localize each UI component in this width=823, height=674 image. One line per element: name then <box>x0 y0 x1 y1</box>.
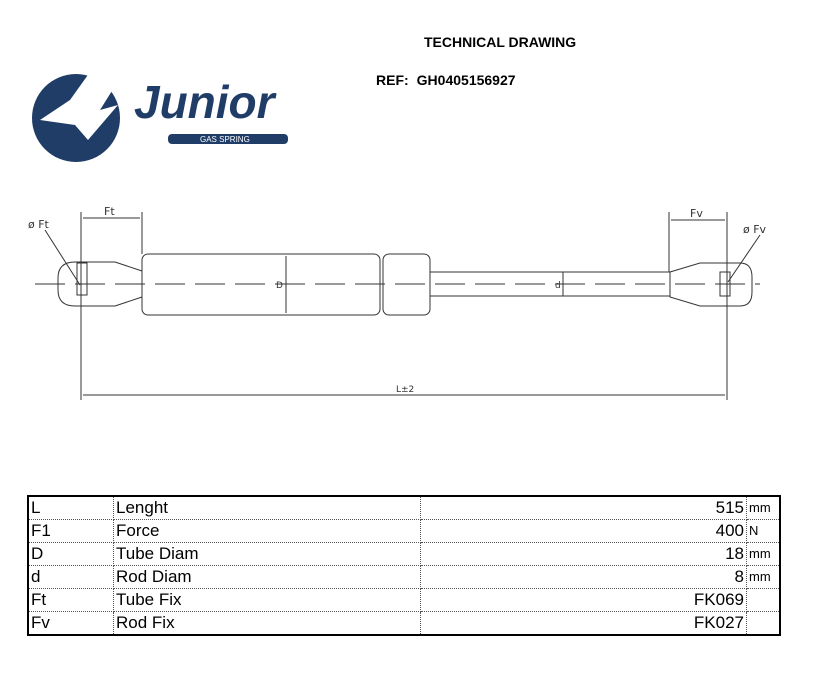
fv-diam-label: ø Fv <box>743 223 767 236</box>
spec-symbol: F1 <box>27 519 114 543</box>
table-row: Fv Rod Fix FK027 <box>27 611 781 636</box>
rod <box>429 271 671 297</box>
spec-symbol: L <box>27 495 114 520</box>
spec-unit <box>746 611 781 636</box>
table-row: D Tube Diam 18 mm <box>27 542 781 566</box>
tube-end-fitting <box>57 261 143 307</box>
spec-name: Force <box>113 519 421 543</box>
spec-name: Rod Fix <box>113 611 421 636</box>
spec-unit: mm <box>746 542 781 566</box>
spec-symbol: d <box>27 565 114 589</box>
reference: REF: GH0405156927 <box>376 72 524 88</box>
ft-diam-label: ø Ft <box>28 218 50 231</box>
ref-label: REF: <box>376 72 409 88</box>
spec-value: 8 <box>420 565 747 589</box>
logo-brand: Junior <box>134 76 277 128</box>
table-row: Ft Tube Fix FK069 <box>27 588 781 612</box>
ref-value: GH0405156927 <box>416 72 516 88</box>
spec-value: 400 <box>420 519 747 543</box>
spec-symbol: D <box>27 542 114 566</box>
spec-value: 515 <box>420 495 747 520</box>
spec-symbol: Fv <box>27 611 114 636</box>
specs-table: L Lenght 515 mm F1 Force 400 N D Tube Diam 18 mm d Ro… <box>27 495 781 636</box>
table-row: d Rod Diam 8 mm <box>27 565 781 589</box>
spec-value: FK027 <box>420 611 747 636</box>
spec-symbol: Ft <box>27 588 114 612</box>
page-title: TECHNICAL DRAWING <box>424 34 577 50</box>
tube-body <box>141 253 381 316</box>
table-row: F1 Force 400 N <box>27 519 781 543</box>
spec-unit: mm <box>746 565 781 589</box>
spec-value: 18 <box>420 542 747 566</box>
table-row: L Lenght 515 mm <box>27 495 781 520</box>
length-label: L±2 <box>396 385 414 395</box>
spec-name: Tube Fix <box>113 588 421 612</box>
ft-dim-label: Ft <box>104 205 115 218</box>
tube-diam-label: D <box>276 281 283 291</box>
spec-unit <box>746 588 781 612</box>
spec-name: Rod Diam <box>113 565 421 589</box>
gas-spring-drawing <box>35 212 761 400</box>
spec-name: Lenght <box>113 495 421 520</box>
logo-tagline: GAS SPRING <box>200 135 250 144</box>
logo-wing-icon <box>40 52 125 140</box>
spec-unit: mm <box>746 495 781 520</box>
spec-name: Tube Diam <box>113 542 421 566</box>
spec-value: FK069 <box>420 588 747 612</box>
rod-diam-label: d <box>555 281 561 291</box>
rod-end-fitting <box>669 262 753 307</box>
spec-unit: N <box>746 519 781 543</box>
logo: Junior GAS SPRING <box>32 52 288 162</box>
fv-dim-label: Fv <box>690 207 703 220</box>
